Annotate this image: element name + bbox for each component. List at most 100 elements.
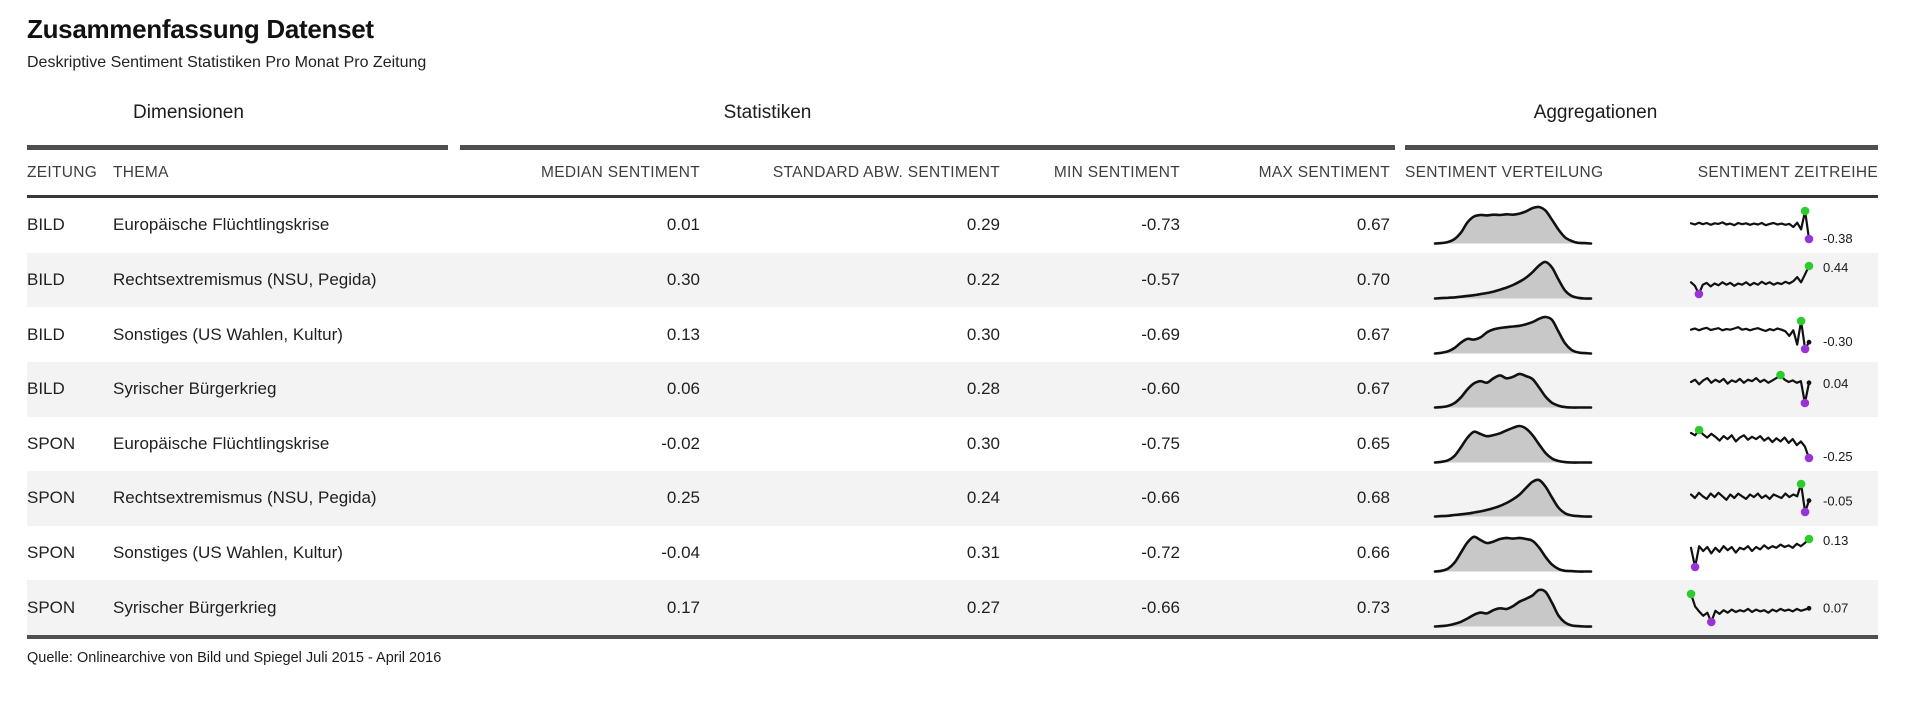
sparkline <box>1689 316 1812 353</box>
max-point-dot <box>1796 480 1806 489</box>
cell-thema: Sonstiges (US Wahlen, Kultur) <box>113 324 343 344</box>
timeseries-last-value-label: -0.38 <box>1823 230 1853 246</box>
cell-zeitung: BILD <box>27 215 65 235</box>
cell-max-sentiment: 0.65 <box>1356 433 1390 453</box>
cell-standard-abw-sentiment: 0.22 <box>966 270 1000 290</box>
density-plot <box>1433 424 1593 464</box>
cell-thema: Rechtsextremismus (NSU, Pegida) <box>113 488 377 508</box>
last-point-dot <box>1806 339 1812 345</box>
column-header-sentiment-verteilung: SENTIMENT VERTEILUNG <box>1405 163 1604 181</box>
sparkline <box>1689 534 1814 572</box>
cell-sentiment-zeitreihe: 0.07 <box>1660 580 1878 635</box>
cell-min-sentiment: -0.66 <box>1141 488 1180 508</box>
cell-thema: Rechtsextremismus (NSU, Pegida) <box>113 270 377 290</box>
cell-sentiment-zeitreihe: -0.38 <box>1660 198 1878 253</box>
column-group-label: Statistiken <box>723 102 812 124</box>
source-note: Quelle: Onlinearchive von Bild und Spieg… <box>27 649 442 666</box>
density-plot <box>1433 315 1593 355</box>
cell-max-sentiment: 0.70 <box>1356 270 1390 290</box>
cell-standard-abw-sentiment: 0.30 <box>966 324 1000 344</box>
column-group-label: Aggregationen <box>1533 102 1658 124</box>
column-group-header-row: Dimensionen Statistiken Aggregationen <box>27 88 1878 151</box>
min-point-dot <box>1800 508 1810 517</box>
dataset-summary-page: Zusammenfassung Datenset Deskriptive Sen… <box>27 14 1878 666</box>
sparkline <box>1689 480 1812 517</box>
cell-median-sentiment: -0.04 <box>661 543 700 563</box>
cell-thema: Syrischer Bürgerkrieg <box>113 379 277 399</box>
table-row: SPON Rechtsextremismus (NSU, Pegida) 0.2… <box>27 471 1878 526</box>
sparkline <box>1689 425 1814 463</box>
table-body: BILD Europäische Flüchtlingskrise 0.01 0… <box>27 198 1878 639</box>
max-point-dot <box>1804 261 1814 271</box>
density-plot <box>1433 478 1593 519</box>
max-point-dot <box>1796 316 1806 325</box>
timeseries-last-value-label: 0.44 <box>1823 259 1849 275</box>
cell-sentiment-verteilung <box>1390 471 1660 526</box>
min-point-dot <box>1707 617 1716 626</box>
column-header-min-sentiment: MIN SENTIMENT <box>1053 163 1180 181</box>
cell-max-sentiment: 0.68 <box>1356 488 1390 508</box>
cell-thema: Europäische Flüchtlingskrise <box>113 215 330 235</box>
cell-max-sentiment: 0.67 <box>1356 215 1390 235</box>
cell-sentiment-verteilung <box>1390 417 1660 472</box>
max-point-dot <box>1694 425 1704 435</box>
table-row: SPON Europäische Flüchtlingskrise -0.02 … <box>27 417 1878 472</box>
column-header-thema: THEMA <box>113 163 169 181</box>
page-subtitle: Deskriptive Sentiment Statistiken Pro Mo… <box>27 54 427 72</box>
timeseries-last-value-label: 0.04 <box>1823 375 1849 391</box>
last-point-dot <box>1806 380 1812 386</box>
cell-max-sentiment: 0.73 <box>1356 597 1390 617</box>
cell-median-sentiment: 0.25 <box>666 488 700 508</box>
cell-sentiment-verteilung <box>1390 198 1660 253</box>
cell-max-sentiment: 0.67 <box>1356 324 1390 344</box>
column-header-max-sentiment: MAX SENTIMENT <box>1258 163 1390 181</box>
table-row: SPON Syrischer Bürgerkrieg 0.17 0.27 -0.… <box>27 580 1878 635</box>
cell-thema: Europäische Flüchtlingskrise <box>113 433 330 453</box>
table-row: SPON Sonstiges (US Wahlen, Kultur) -0.04… <box>27 526 1878 581</box>
max-point-dot <box>1800 207 1810 216</box>
density-plot <box>1433 372 1593 410</box>
timeseries-last-value-label: 0.07 <box>1823 600 1849 616</box>
cell-sentiment-verteilung <box>1390 307 1660 362</box>
cell-zeitung: SPON <box>27 433 76 453</box>
cell-zeitung: SPON <box>27 597 76 617</box>
cell-min-sentiment: -0.72 <box>1141 543 1180 563</box>
timeseries-last-value-label: 0.13 <box>1823 532 1849 548</box>
column-header-sentiment-zeitreihe: SENTIMENT ZEITREIHE <box>1697 163 1878 181</box>
cell-sentiment-verteilung <box>1390 580 1660 635</box>
sparkline <box>1689 207 1814 244</box>
sparkline <box>1689 370 1812 408</box>
cell-sentiment-verteilung <box>1390 526 1660 581</box>
cell-min-sentiment: -0.66 <box>1141 597 1180 617</box>
timeseries-last-value-label: -0.30 <box>1823 334 1853 350</box>
cell-min-sentiment: -0.75 <box>1141 433 1180 453</box>
column-header-standard-abw-sentiment: STANDARD ABW. SENTIMENT <box>772 163 1000 181</box>
cell-standard-abw-sentiment: 0.31 <box>966 543 1000 563</box>
density-plot <box>1433 535 1593 573</box>
min-point-dot <box>1694 289 1704 299</box>
cell-sentiment-verteilung <box>1390 253 1660 308</box>
table-row: BILD Sonstiges (US Wahlen, Kultur) 0.13 … <box>27 307 1878 362</box>
table-row: BILD Europäische Flüchtlingskrise 0.01 0… <box>27 198 1878 253</box>
sparkline <box>1689 261 1814 299</box>
cell-min-sentiment: -0.57 <box>1141 270 1180 290</box>
cell-zeitung: BILD <box>27 379 65 399</box>
column-group-aggregationen: Aggregationen <box>1405 88 1878 151</box>
max-point-dot <box>1686 589 1696 598</box>
cell-zeitung: SPON <box>27 543 76 563</box>
cell-sentiment-zeitreihe: -0.30 <box>1660 307 1878 362</box>
page-title: Zusammenfassung Datenset <box>27 14 374 44</box>
column-group-label: Dimensionen <box>133 102 244 124</box>
cell-standard-abw-sentiment: 0.29 <box>966 215 1000 235</box>
cell-median-sentiment: 0.06 <box>666 379 700 399</box>
cell-zeitung: BILD <box>27 270 65 290</box>
table-row: BILD Syrischer Bürgerkrieg 0.06 0.28 -0.… <box>27 361 1878 417</box>
max-point-dot <box>1804 534 1814 544</box>
cell-median-sentiment: -0.02 <box>661 433 700 453</box>
cell-sentiment-zeitreihe: -0.05 <box>1660 471 1878 526</box>
last-point-dot <box>1806 605 1812 611</box>
table-header-row: ZEITUNG THEMA MEDIAN SENTIMENT STANDARD … <box>27 150 1878 199</box>
cell-standard-abw-sentiment: 0.28 <box>966 379 1000 399</box>
cell-min-sentiment: -0.60 <box>1141 379 1180 399</box>
cell-thema: Sonstiges (US Wahlen, Kultur) <box>113 543 343 563</box>
